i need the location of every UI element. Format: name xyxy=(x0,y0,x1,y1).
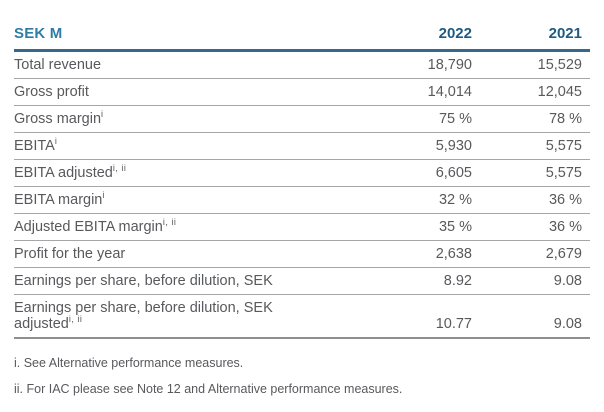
value-2021: 9.08 xyxy=(553,316,582,332)
table-header-row: SEK M 2022 2021 xyxy=(14,22,590,52)
value-2021: 36 % xyxy=(548,192,582,208)
column-header-2022: 2022 xyxy=(438,25,472,42)
row-label: Gross margini xyxy=(14,109,104,127)
value-2022: 75 % xyxy=(438,111,472,127)
value-2021: 2,679 xyxy=(545,246,582,262)
row-label: Earnings per share, before dilution, SEK… xyxy=(14,300,273,332)
value-2022: 14,014 xyxy=(427,84,472,100)
value-2021: 12,045 xyxy=(537,84,582,100)
table-row: Adjusted EBITA margini, ii 35 % 36 % xyxy=(14,214,590,241)
footnotes: i. See Alternative performance measures.… xyxy=(14,356,590,397)
table-row: EBITAi 5,930 5,575 xyxy=(14,133,590,160)
row-label: EBITA margini xyxy=(14,190,105,208)
footnote-marker: i xyxy=(101,109,104,120)
table-row: Earnings per share, before dilution, SEK… xyxy=(14,295,590,339)
footnote-marker: i, ii xyxy=(68,314,83,325)
value-2022: 8.92 xyxy=(443,273,472,289)
footnote-marker: i, ii xyxy=(162,217,177,228)
value-2021: 5,575 xyxy=(545,138,582,154)
table-body: Total revenue 18,790 15,529 Gross profit… xyxy=(14,52,590,339)
financial-summary-table: SEK M 2022 2021 Total revenue 18,790 15,… xyxy=(14,22,590,397)
value-2021: 78 % xyxy=(548,111,582,127)
column-header-2021: 2021 xyxy=(548,25,582,42)
row-label: Profit for the year xyxy=(14,246,126,262)
value-2022: 5,930 xyxy=(435,138,472,154)
row-label: Gross profit xyxy=(14,84,89,100)
value-2022: 32 % xyxy=(438,192,472,208)
value-2021: 5,575 xyxy=(545,165,582,181)
row-label: EBITAi xyxy=(14,136,58,154)
table-row: Gross profit 14,014 12,045 xyxy=(14,79,590,106)
row-label: Earnings per share, before dilution, SEK xyxy=(14,273,273,289)
unit-label: SEK M xyxy=(14,25,63,42)
table-row: EBITA margini 32 % 36 % xyxy=(14,187,590,214)
value-2021: 36 % xyxy=(548,219,582,235)
footnote-ii: ii. For IAC please see Note 12 and Alter… xyxy=(14,382,403,396)
footnote-i: i. See Alternative performance measures. xyxy=(14,356,244,370)
value-2021: 9.08 xyxy=(553,273,582,289)
table-row: Earnings per share, before dilution, SEK… xyxy=(14,268,590,295)
table-row: Gross margini 75 % 78 % xyxy=(14,106,590,133)
value-2021: 15,529 xyxy=(537,57,582,73)
row-label: Total revenue xyxy=(14,57,102,73)
row-label: EBITA adjustedi, ii xyxy=(14,163,127,181)
footnote-marker: i xyxy=(102,190,105,201)
value-2022: 18,790 xyxy=(427,57,472,73)
table-row: Total revenue 18,790 15,529 xyxy=(14,52,590,79)
table-row: EBITA adjustedi, ii 6,605 5,575 xyxy=(14,160,590,187)
row-label: Adjusted EBITA margini, ii xyxy=(14,217,177,235)
value-2022: 6,605 xyxy=(435,165,472,181)
value-2022: 10.77 xyxy=(435,316,472,332)
footnote-marker: i, ii xyxy=(112,163,127,174)
footnote-marker: i xyxy=(54,136,58,147)
table-row: Profit for the year 2,638 2,679 xyxy=(14,241,590,268)
value-2022: 2,638 xyxy=(435,246,472,262)
value-2022: 35 % xyxy=(438,219,472,235)
